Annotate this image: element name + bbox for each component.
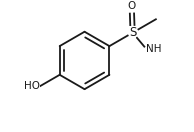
Text: NH: NH (146, 44, 162, 54)
Text: S: S (129, 26, 136, 39)
Text: HO: HO (23, 81, 40, 91)
Text: O: O (128, 1, 136, 11)
